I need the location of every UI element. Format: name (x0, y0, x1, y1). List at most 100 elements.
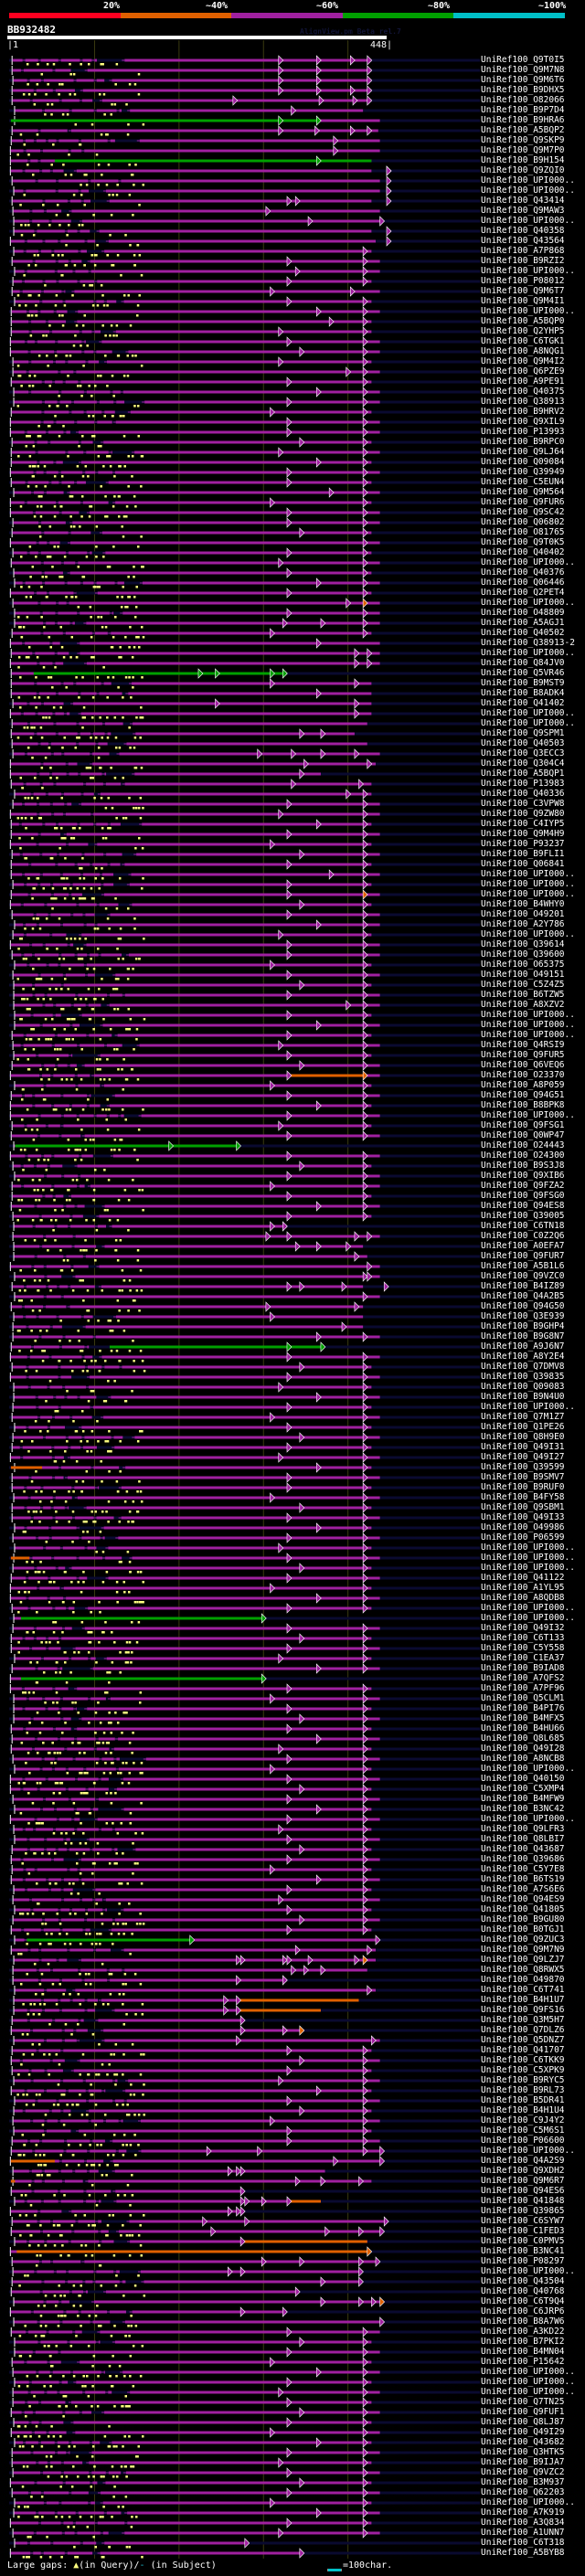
segment-end-arrow-icon (307, 216, 314, 227)
query-gap-marker (82, 877, 86, 880)
alignment-bar (92, 1667, 380, 1670)
alignment-bar (31, 863, 56, 866)
query-gap-marker (99, 1933, 101, 1935)
alignment-bar (117, 1034, 372, 1037)
alignment-bar (11, 863, 29, 866)
segment-end-arrow-icon (362, 1593, 368, 1604)
alignment-bar (128, 953, 380, 957)
query-gap-marker (80, 1159, 83, 1161)
query-gap-marker (106, 254, 110, 257)
query-gap-marker (122, 958, 124, 960)
query-gap-marker (116, 1832, 120, 1835)
alignment-bar (33, 2029, 62, 2032)
query-gap-marker (93, 254, 97, 257)
query-gap-marker (113, 2073, 116, 2076)
segment-end-arrow-icon (286, 1352, 292, 1362)
row-start-tick (10, 2086, 12, 2095)
query-gap-marker (20, 817, 24, 820)
alignment-bar (69, 199, 81, 203)
query-gap-marker (98, 2244, 101, 2247)
alignment-bar (13, 1325, 27, 1329)
segment-end-arrow-icon (299, 1633, 305, 1644)
query-gap-marker (115, 2104, 119, 2106)
query-gap-marker (44, 757, 48, 759)
segment-end-arrow-icon (299, 2025, 305, 2036)
alignment-bar (135, 732, 355, 736)
query-gap-marker (128, 797, 131, 800)
row-start-tick (13, 1242, 15, 1251)
query-gap-marker (122, 716, 124, 719)
query-gap-marker (74, 596, 78, 599)
alignment-bar (68, 1767, 84, 1771)
alignment-bar (33, 1345, 59, 1349)
alignment-bar (65, 300, 94, 303)
alignment-bar (58, 179, 89, 183)
query-gap-marker (49, 1943, 52, 1945)
alignment-bar (77, 953, 88, 957)
segment-end-arrow-icon (232, 95, 239, 106)
alignment-bar (47, 993, 76, 997)
query-gap-marker (34, 264, 37, 267)
alignment-bar (90, 1697, 106, 1701)
alignment-bar (78, 310, 380, 313)
alignment-bar (45, 280, 57, 283)
alignment-bar (55, 662, 64, 665)
row-start-tick (13, 1051, 15, 1060)
alignment-bar (37, 1395, 54, 1399)
query-gap-marker (90, 395, 93, 398)
query-gap-marker (69, 1892, 73, 1895)
query-gap-marker (89, 2144, 91, 2147)
alignment-bar (43, 1928, 60, 1932)
alignment-bar (70, 260, 82, 263)
query-gap-marker (130, 1661, 133, 1664)
query-gap-marker (101, 827, 104, 830)
query-gap-marker (101, 2063, 104, 2066)
query-gap-marker (21, 1862, 24, 1865)
segment-end-arrow-icon (286, 427, 292, 438)
query-gap-marker (75, 2335, 78, 2337)
query-gap-marker (30, 1350, 33, 1352)
query-gap-marker (80, 998, 82, 1001)
alignment-bar (11, 380, 42, 384)
row-start-tick (10, 327, 12, 336)
query-gap-marker (130, 696, 133, 699)
alignment-bar (14, 1717, 31, 1721)
query-gap-marker (134, 2154, 137, 2157)
alignment-bar (134, 1436, 380, 1439)
query-gap-marker (99, 1038, 102, 1041)
segment-end-arrow-icon (244, 2196, 250, 2207)
alignment-bar (43, 702, 64, 705)
segment-end-arrow-icon (362, 336, 368, 347)
alignment-bar (74, 1818, 80, 1821)
alignment-bar (52, 641, 60, 645)
segment-end-arrow-icon (362, 829, 368, 840)
query-gap-marker (116, 1259, 120, 1262)
query-gap-marker (97, 757, 101, 759)
query-gap-marker (48, 2174, 51, 2177)
query-gap-marker (38, 2003, 42, 2006)
query-gap-marker (25, 304, 27, 307)
query-gap-marker (117, 938, 121, 940)
alignment-bar (29, 1848, 45, 1851)
alignment-bar (13, 280, 22, 283)
query-gap-marker (23, 1279, 26, 1282)
query-gap-marker (31, 1179, 35, 1182)
alignment-bar (60, 1908, 70, 1912)
query-gap-marker (135, 1641, 139, 1644)
alignment-bar (90, 1184, 380, 1188)
alignment-bar (87, 239, 96, 243)
query-gap-marker (115, 194, 119, 196)
alignment-bar (37, 2270, 54, 2274)
alignment-bar (38, 923, 60, 927)
query-gap-marker (95, 254, 98, 257)
segment-end-arrow-icon (286, 1754, 292, 1765)
query-gap-marker (39, 505, 43, 508)
alignment-bar-orange (286, 1074, 364, 1077)
segment-end-arrow-icon (270, 1412, 275, 1423)
query-gap-marker (103, 1360, 107, 1362)
segment-end-arrow-icon (362, 1653, 368, 1664)
alignment-bar (15, 1908, 31, 1912)
query-gap-marker (110, 1752, 112, 1754)
alignment-bar (61, 2009, 85, 2012)
query-gap-marker (90, 1008, 94, 1011)
